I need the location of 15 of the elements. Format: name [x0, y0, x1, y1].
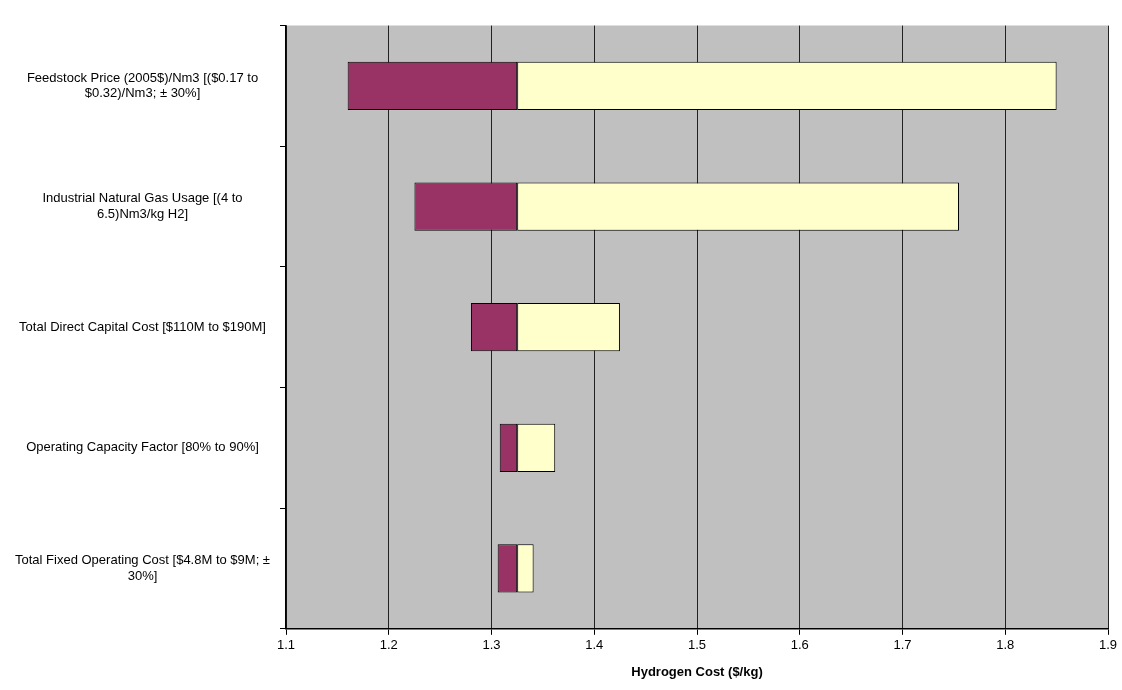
x-tick-label: 1.8	[996, 637, 1015, 653]
x-tick-label: 1.3	[482, 637, 501, 653]
y-tick-label: Total Fixed Operating Cost [$4.8M to $9M; ± 30%]	[15, 552, 271, 583]
y-tick-label: Feedstock Price (2005$)/Nm3 [($0.17 to $0.32)/Nm3; ± 30%]	[26, 69, 259, 101]
x-tick-label: 1.9	[1098, 637, 1118, 653]
x-tick-label: 1.1	[276, 637, 296, 653]
x-axis-title: Hydrogen Cost ($/kg)	[631, 663, 763, 679]
y-tick-label: Total Direct Capital Cost [$110M to $190M]	[19, 318, 266, 334]
x-tick-label: 1.6	[790, 637, 809, 653]
x-tick-label: 1.2	[379, 637, 398, 653]
y-tick-label: Operating Capacity Factor [80% to 90%]	[26, 439, 259, 455]
x-tick-label: 1.4	[585, 637, 604, 653]
x-tick-label: 1.5	[687, 637, 707, 653]
x-tick-label: 1.7	[893, 637, 912, 653]
y-tick-label: Industrial Natural Gas Usage [(4 to 6.5)Nm3/kg H2]	[42, 190, 243, 221]
